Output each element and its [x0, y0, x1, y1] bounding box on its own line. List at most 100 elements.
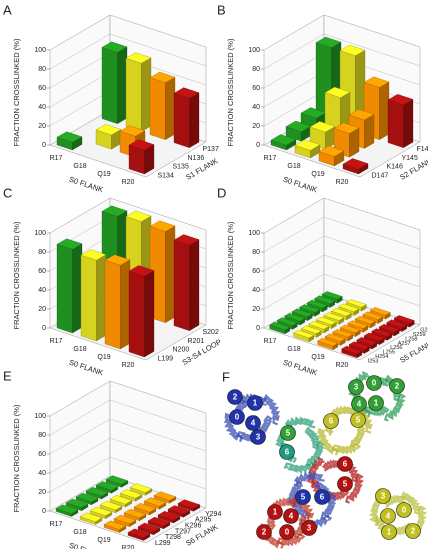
grid-line	[263, 33, 421, 70]
bar	[177, 499, 201, 512]
z-tick-label: 20	[252, 306, 260, 313]
bar	[173, 234, 200, 331]
marker-label: 0	[235, 413, 240, 422]
depth-tick-label: L299	[155, 540, 171, 547]
y-axis-title: FRACTION CROSSLINKED (%)	[226, 38, 235, 146]
bar	[387, 94, 414, 148]
bar	[269, 321, 291, 335]
x-tick-label: R20	[336, 179, 349, 186]
z-tick-label: 100	[34, 413, 46, 420]
bar-top	[137, 522, 161, 532]
bar-top	[79, 512, 103, 522]
z-tick-label: 60	[38, 85, 46, 92]
bar-top	[104, 254, 131, 266]
bar-top	[363, 76, 390, 88]
x-tick-label: Q19	[97, 537, 110, 544]
bar	[294, 139, 321, 159]
bar	[99, 500, 123, 514]
residue-marker	[301, 520, 317, 536]
bar	[147, 516, 171, 530]
bar-top	[284, 313, 306, 322]
marker-label: 2	[262, 528, 267, 537]
bar-top	[317, 337, 339, 347]
bar	[113, 514, 137, 527]
marker-label: 3	[256, 433, 261, 442]
bar-top	[354, 316, 376, 325]
bar	[75, 492, 99, 506]
bar	[270, 134, 297, 151]
x-tick-label: R20	[336, 362, 349, 369]
z-tick-label: 100	[248, 230, 260, 237]
depth-tick-label: T297	[175, 528, 191, 535]
helix	[349, 424, 366, 448]
bar-top	[378, 324, 400, 333]
z-tick-label: 0	[42, 325, 46, 332]
depth-tick-label: L255	[383, 350, 395, 356]
x-axis-title: S0 FLANK	[68, 541, 104, 549]
bar	[56, 131, 83, 151]
bar-top	[330, 308, 352, 317]
residue-marker	[396, 502, 412, 518]
bar-top	[167, 505, 191, 515]
grid-line	[49, 197, 207, 234]
bar-top	[393, 315, 415, 324]
bar-top	[89, 506, 113, 516]
marker-label: 1	[387, 528, 392, 537]
bar	[293, 329, 315, 343]
bar-top	[99, 500, 123, 511]
depth-tick-label: G260	[420, 328, 428, 334]
bar-side	[189, 239, 200, 331]
bar-top	[339, 324, 361, 333]
grid-line	[263, 197, 421, 234]
z-tick-label: 60	[252, 85, 260, 92]
depth-tick-label: L199	[158, 355, 174, 362]
bar-top	[75, 492, 99, 503]
bar-top	[323, 312, 345, 321]
bar-top	[333, 122, 360, 134]
residue-marker	[350, 412, 366, 428]
bar-top	[348, 109, 375, 121]
bar-front	[149, 77, 166, 140]
marker-label: 4	[386, 512, 391, 521]
bar	[105, 475, 129, 488]
x-tick-label: Q19	[311, 171, 324, 178]
grid-line	[49, 418, 207, 455]
bar	[137, 522, 161, 535]
bar	[143, 497, 167, 510]
depth-tick-label: R201	[188, 338, 205, 345]
bar-top	[173, 234, 200, 246]
marker-label: 1	[253, 399, 258, 408]
residue-marker	[380, 508, 396, 524]
bar-side	[120, 259, 131, 350]
depth-tick-label: S259	[413, 332, 426, 338]
chart-panel: A 0 20 40 60 80 100 FRACTION CROSSLINKED (%) R17…	[3, 2, 219, 194]
x-tick-label: G18	[73, 163, 86, 170]
bar	[129, 483, 153, 496]
marker-label: 0	[372, 379, 377, 388]
bar-top	[294, 139, 321, 151]
residue-marker	[295, 489, 311, 505]
bar	[153, 491, 177, 504]
bar-top	[363, 332, 385, 341]
panel-label: D	[217, 185, 226, 200]
helix	[344, 473, 365, 504]
z-tick-label: 60	[38, 451, 46, 458]
z-tick-label: 80	[38, 249, 46, 256]
depth-tick-label: S134	[158, 172, 174, 179]
bar-top	[293, 329, 315, 339]
z-tick-label: 20	[252, 123, 260, 130]
bar-top	[125, 52, 152, 64]
bar	[56, 238, 83, 334]
z-tick-label: 40	[38, 104, 46, 111]
y-axis-title: FRACTION CROSSLINKED (%)	[226, 221, 235, 329]
grid-line	[49, 456, 207, 493]
z-tick-label: 40	[252, 287, 260, 294]
marker-label: 4	[357, 400, 362, 409]
z-tick-label: 100	[34, 47, 46, 54]
bar	[95, 481, 119, 494]
bar-side	[379, 81, 390, 140]
y-axis-title: FRACTION CROSSLINKED (%)	[12, 404, 21, 512]
z-tick-label: 80	[38, 66, 46, 73]
bar-top	[371, 328, 393, 337]
